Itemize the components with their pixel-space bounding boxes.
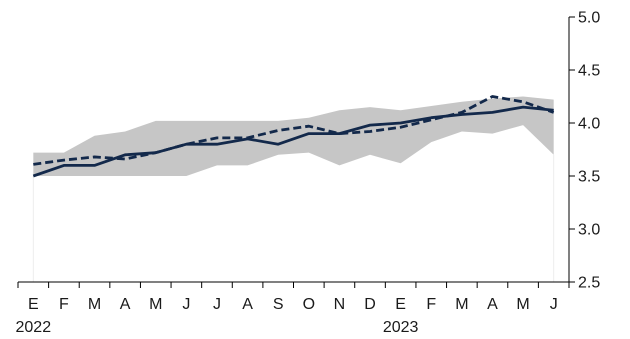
x-tick-label: N [334,296,346,313]
x-tick-label: E [28,296,39,313]
series-line-dashed [33,95,555,166]
y-tick-label: 4.5 [578,63,600,80]
year-label: 2022 [16,319,52,336]
x-tick-label: J [213,296,221,313]
year-label: 2023 [383,319,419,336]
x-tick-label: J [182,296,190,313]
x-tick-label: J [550,296,558,313]
range-band-layer [32,96,555,282]
x-tick-label: A [242,296,253,313]
series-line-solid [32,105,554,178]
axes [17,16,575,288]
x-tick-label: O [303,296,315,313]
y-tick-label: 4.0 [578,116,600,133]
y-tick-label: 5.0 [578,10,600,27]
x-tick-label: M [516,296,529,313]
x-tick-label: F [426,296,436,313]
x-tick-label: A [487,296,498,313]
x-tick-label: M [149,296,162,313]
y-tick-label: 3.5 [578,169,600,186]
x-tick-label: F [59,296,69,313]
range-band [33,96,554,176]
y-tick-label: 3.0 [578,222,600,239]
x-tick-label: M [455,296,468,313]
x-tick-label: E [395,296,406,313]
x-tick-label: A [120,296,131,313]
y-tick-label: 2.5 [578,275,600,292]
series-layer [32,95,555,178]
tick-labels: 2.5 3.0 3.5 4.0 4.5 5.0 E F M A M J J A S O N D E F M A M J 2022… [16,10,601,337]
x-tick-label: M [88,296,101,313]
x-tick-label: S [273,296,284,313]
x-tick-label: D [364,296,376,313]
